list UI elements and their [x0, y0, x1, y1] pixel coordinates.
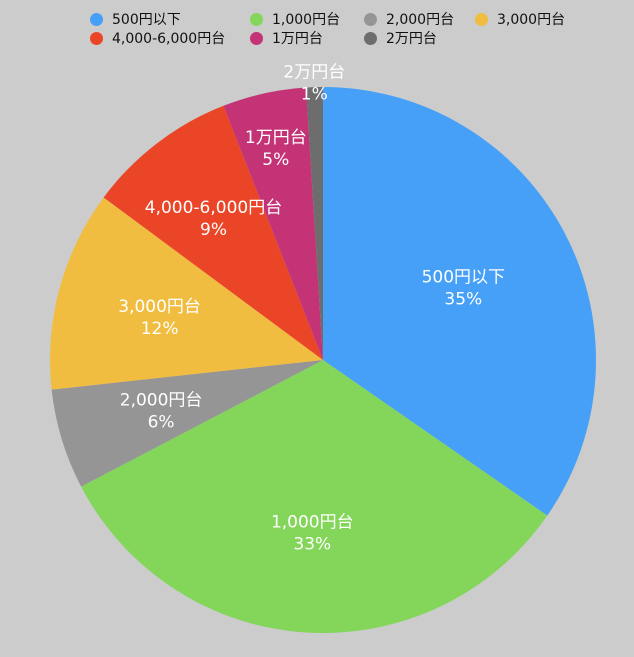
legend-item: 2万円台 [364, 29, 437, 47]
legend-item: 2,000円台 [364, 10, 454, 28]
slice-value-label: 35% [444, 290, 482, 310]
legend-swatch [250, 31, 263, 45]
slice-category-label: 2万円台 [283, 63, 345, 83]
legend-label: 500円以下 [112, 12, 181, 28]
legend-label: 1,000円台 [272, 12, 341, 28]
slice-category-label: 1万円台 [245, 128, 307, 148]
slice-value-label: 5% [262, 150, 289, 170]
pie-slice [306, 87, 323, 360]
legend-item: 1,000円台 [250, 10, 340, 28]
pie-slice [323, 87, 596, 516]
legend-swatch [90, 12, 103, 26]
pie-slice [81, 360, 548, 633]
slice-value-label: 1% [301, 85, 328, 105]
slice-category-label: 4,000-6,000円台 [145, 198, 282, 218]
legend-label: 3,000円台 [497, 12, 566, 28]
slice-value-label: 9% [200, 220, 227, 240]
slice-category-label: 2,000円台 [120, 390, 203, 410]
slice-category-label: 500円以下 [422, 268, 505, 288]
legend: 500円以下 1,000円台 2,000円台 3,000円台 4,000-6,000円台… [0, 0, 634, 60]
legend-label: 1万円台 [272, 31, 323, 47]
slice-category-label: 3,000円台 [118, 297, 201, 317]
legend-swatch [90, 31, 103, 45]
legend-swatch [364, 12, 377, 26]
slice-value-label: 6% [148, 412, 175, 432]
legend-label: 2万円台 [386, 31, 437, 47]
legend-label: 4,000-6,000円台 [112, 31, 226, 47]
legend-item: 500円以下 [90, 10, 181, 28]
legend-swatch [364, 31, 377, 45]
legend-item: 4,000-6,000円台 [90, 29, 225, 47]
pie-slice [223, 87, 323, 360]
slice-category-label: 1,000円台 [271, 513, 354, 533]
pie-slice [50, 197, 323, 390]
pie-slice [103, 105, 324, 360]
legend-item: 3,000円台 [475, 10, 565, 28]
legend-item: 1万円台 [250, 29, 323, 47]
legend-swatch [475, 12, 488, 26]
slice-value-label: 33% [293, 535, 331, 555]
slice-value-label: 12% [141, 319, 179, 339]
legend-swatch [250, 12, 263, 26]
legend-label: 2,000円台 [386, 12, 455, 28]
pie-slice [51, 360, 324, 487]
